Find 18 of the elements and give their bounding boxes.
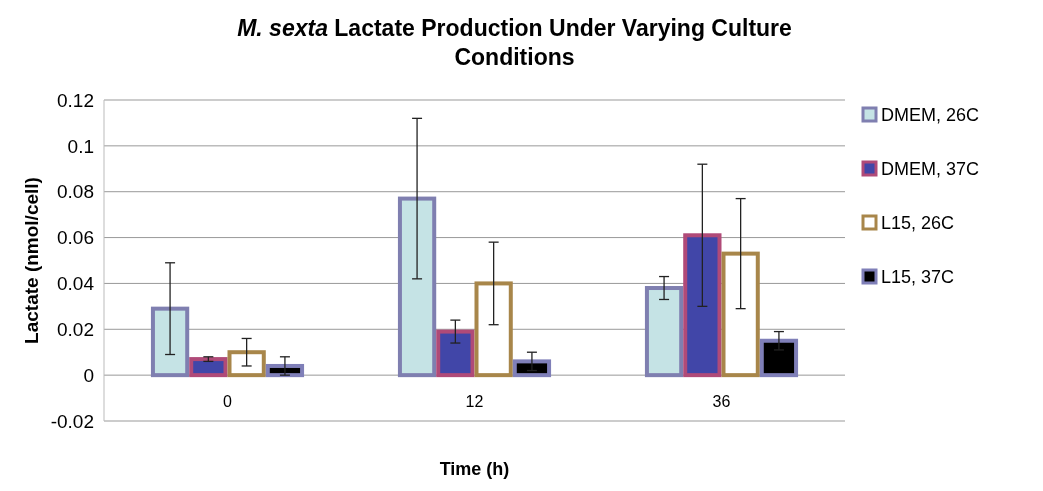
y-tick-label: -0.02	[50, 410, 94, 432]
x-axis-title: Time (h)	[439, 459, 510, 479]
x-tick-label: 36	[712, 393, 731, 411]
legend-label: DMEM, 37C	[881, 159, 980, 180]
y-tick-label: 0.06	[57, 227, 94, 249]
y-tick-label: 0	[83, 364, 94, 386]
chart-title: M. sexta Lactate Production Under Varying Culture Conditions	[237, 15, 792, 70]
x-tick-label: 0	[223, 393, 233, 411]
x-tick-label: 12	[465, 393, 484, 411]
legend-label: DMEM, 26C	[881, 105, 980, 126]
y-tick-label: 0.04	[57, 273, 95, 295]
y-tick-label: 0.08	[57, 181, 94, 203]
y-tick-label: 0.1	[67, 135, 94, 157]
y-tick-label: 0.02	[57, 318, 94, 340]
y-tick-label: 0.12	[57, 89, 94, 111]
y-axis-title: Lactate (nmol/cell)	[21, 177, 42, 344]
legend-label: L15, 26C	[881, 213, 955, 234]
legend-label: L15, 37C	[881, 267, 955, 288]
